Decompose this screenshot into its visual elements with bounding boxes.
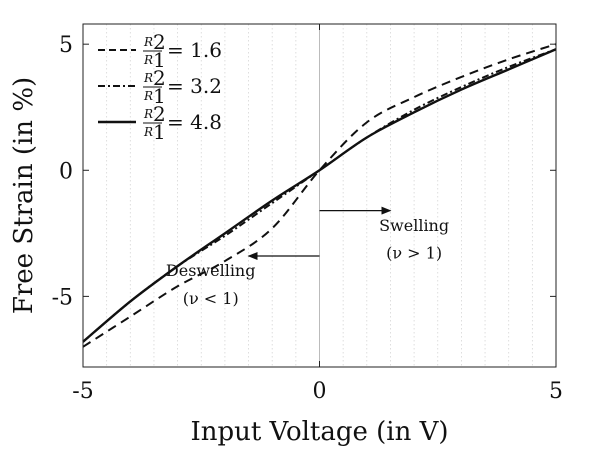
x-axis-label: Input Voltage (in V) xyxy=(190,417,448,447)
legend-ratio-numerator-sub: 2 xyxy=(153,102,166,126)
tick-layer: -5 0 5 -5 0 5 xyxy=(52,24,563,404)
y-tick-label: 5 xyxy=(59,33,73,58)
legend-ratio-denominator: R xyxy=(143,125,153,139)
x-tick-label: 0 xyxy=(313,379,327,404)
annotation-label-2: Deswelling xyxy=(166,261,256,280)
legend-ratio-numerator: R xyxy=(143,107,153,121)
y-tick-label: -5 xyxy=(52,285,73,310)
legend-ratio-denominator-sub: 1 xyxy=(153,120,166,144)
legend-ratio-numerator-sub: 2 xyxy=(153,30,166,54)
legend: R 2R 1 = 1.6R 2R 1 = 3.2R 2R 1 = 4.8 xyxy=(98,30,222,144)
legend-ratio-numerator: R xyxy=(143,35,153,49)
annotation-condition-2: (ν < 1) xyxy=(183,289,239,308)
annotation-condition-1: (ν > 1) xyxy=(386,244,442,263)
legend-ratio-denominator-sub: 1 xyxy=(153,48,166,72)
legend-ratio-numerator-sub: 2 xyxy=(153,66,166,90)
annotation-label-1: Swelling xyxy=(379,216,449,235)
y-tick-label: 0 xyxy=(59,159,73,184)
x-tick-label: -5 xyxy=(72,379,93,404)
grid-layer xyxy=(106,24,533,367)
series-layer xyxy=(82,43,557,348)
x-tick-label: 5 xyxy=(549,379,563,404)
legend-ratio-denominator-sub: 1 xyxy=(153,84,166,108)
y-axis-label: Free Strain (in %) xyxy=(9,77,39,314)
legend-ratio-denominator: R xyxy=(143,89,153,103)
series-line-1 xyxy=(82,43,557,348)
legend-value-2: = 3.2 xyxy=(167,74,222,98)
series-line-3 xyxy=(82,48,557,343)
legend-value-1: = 1.6 xyxy=(167,38,222,62)
legend-value-3: = 4.8 xyxy=(167,110,222,134)
annotation-layer: Swelling (ν > 1) Deswelling (ν < 1) xyxy=(166,206,449,308)
legend-ratio-numerator: R xyxy=(143,71,153,85)
legend-ratio-denominator: R xyxy=(143,53,153,67)
